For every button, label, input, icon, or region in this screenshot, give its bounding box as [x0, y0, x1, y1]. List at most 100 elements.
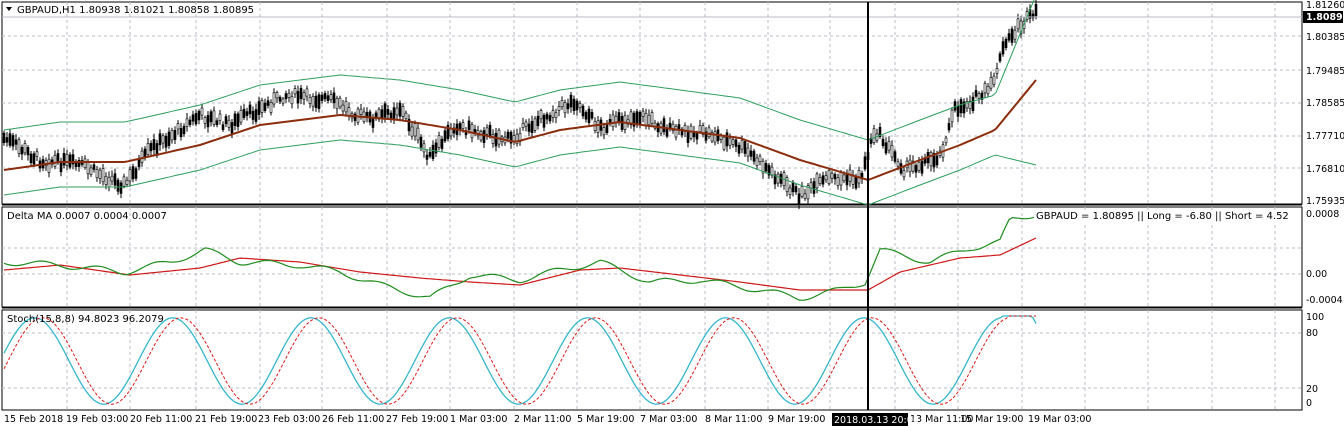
price-series [2, 0, 1038, 210]
delta-fast-line [3, 216, 1037, 301]
candle-body [806, 185, 810, 200]
candle-body [257, 101, 261, 115]
candle-body [116, 179, 120, 192]
price-axis[interactable]: 1.81260 1.80895 1.80385 1.79485 1.78585 … [1303, 0, 1344, 207]
candle-body [785, 177, 789, 192]
candle-body [614, 115, 618, 123]
candle-body [35, 151, 39, 157]
candle-body [797, 193, 801, 206]
candle-body [329, 94, 333, 100]
candle-body [617, 112, 621, 122]
candle-body [1019, 20, 1023, 34]
candle-body [629, 111, 633, 126]
candle-body [908, 159, 912, 173]
candle-body [989, 77, 993, 89]
candle-body [149, 143, 153, 152]
candle-body [536, 115, 540, 126]
crosshair-time-label: 2018.03.13 20:00 [834, 415, 919, 426]
candle-body [890, 145, 894, 158]
time-tick-label: 9 Mar 19:00 [768, 414, 825, 425]
price-tick: 1.80385 [1306, 32, 1344, 43]
candle-body [191, 114, 195, 122]
delta-tick: 0.0008 [1306, 209, 1339, 220]
candle-body [944, 137, 948, 144]
candle-body [803, 193, 807, 199]
symbol-menu[interactable]: GBPAUD,H1 1.80938 1.81021 1.80858 1.8089… [6, 5, 254, 16]
candle-body [305, 88, 309, 97]
candle-body [185, 118, 189, 127]
candle-body [698, 125, 702, 132]
candle-body [602, 127, 606, 136]
candle-body [446, 124, 450, 140]
candle-body [515, 133, 519, 144]
candle-body [917, 161, 921, 171]
candle-body [401, 106, 405, 117]
candle-body [194, 113, 198, 125]
candle-body [830, 172, 834, 179]
candle-body [902, 170, 906, 178]
candle-body [482, 130, 486, 143]
candle-body [485, 127, 489, 135]
candle-body [995, 68, 999, 74]
dropdown-arrow-icon[interactable] [6, 7, 12, 11]
candle-body [812, 181, 816, 194]
candle-body [704, 131, 708, 141]
candle-body [887, 141, 891, 151]
candle-body [821, 175, 825, 185]
candle-body [1007, 33, 1011, 41]
candle-body [815, 173, 819, 189]
candle-body [428, 151, 432, 157]
candle-body [881, 138, 885, 147]
candle-body [752, 150, 756, 162]
candle-body [440, 138, 444, 149]
delta-tick: -0.0004 [1306, 295, 1343, 306]
candle-body [146, 143, 150, 155]
stochastic-series [3, 315, 1037, 405]
candle-body [395, 107, 399, 116]
candle-body [770, 166, 774, 176]
candle-body [872, 128, 876, 143]
candle-body [671, 123, 675, 131]
candle-body [392, 107, 396, 120]
grid [2, 2, 1302, 410]
candle-body [131, 166, 135, 180]
candle-body [269, 102, 273, 113]
candle-body [914, 165, 918, 173]
candle-body [95, 169, 99, 179]
candle-body [680, 128, 684, 136]
candle-body [818, 177, 822, 184]
time-tick-label: 8 Mar 11:00 [705, 414, 762, 425]
delta-pane-title: Delta MA 0.0007 0.0004 0.0007 [7, 211, 167, 222]
candle-body [380, 109, 384, 118]
candle-body [530, 121, 534, 134]
candle-body [161, 135, 165, 144]
candle-body [893, 151, 897, 162]
candle-body [101, 168, 105, 183]
candle-body [443, 130, 447, 142]
current-price-label: 1.80895 [1306, 12, 1344, 23]
candle-body [542, 115, 546, 128]
time-axis[interactable]: 15 Feb 2018 19 Feb 03:00 20 Feb 11:00 21 Fe… [4, 413, 1091, 426]
candle-body [740, 139, 744, 150]
candle-body [98, 169, 102, 179]
candle-body [143, 148, 147, 158]
time-tick-label: 26 Feb 11:00 [322, 414, 384, 425]
time-tick-label: 7 Mar 03:00 [640, 414, 697, 425]
candle-body [179, 128, 183, 138]
candle-body [896, 161, 900, 167]
time-tick-label: 15 Mar 19:00 [960, 414, 1023, 425]
candle-body [248, 104, 252, 115]
candle-body [551, 110, 555, 118]
candle-body [299, 87, 303, 100]
delta-info-text: GBPAUD = 1.80895 || Long = -6.80 || Shor… [1036, 211, 1289, 222]
candle-body [647, 114, 651, 125]
candle-body [968, 100, 972, 109]
candle-body [650, 112, 654, 124]
stoch-axis[interactable]: 100 80 20 0 [1306, 312, 1324, 409]
delta-axis[interactable]: 0.0008 0.00 -0.0004 [1306, 209, 1343, 306]
candle-body [992, 75, 996, 85]
candle-body [224, 116, 228, 125]
candle-body [737, 144, 741, 154]
stoch-main-line [3, 315, 1037, 405]
